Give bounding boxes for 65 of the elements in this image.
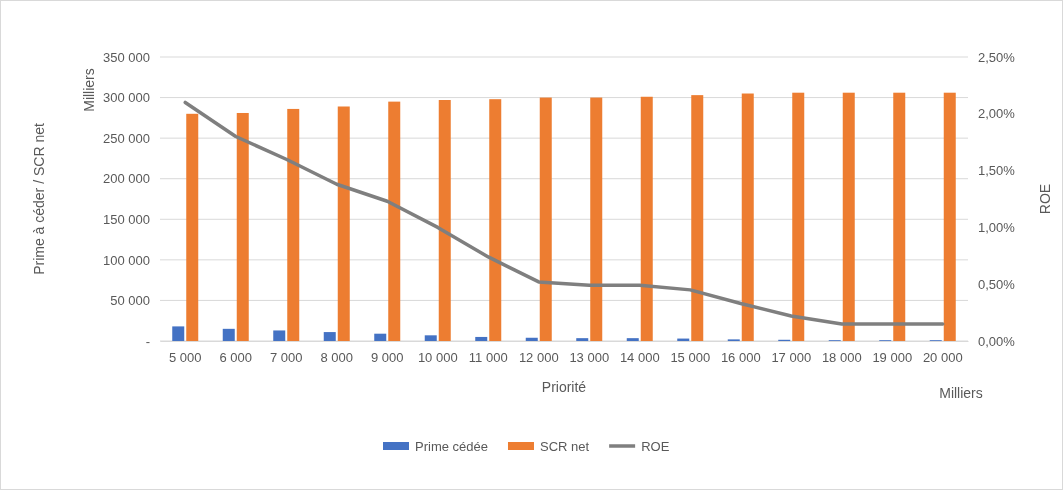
bar bbox=[539, 97, 552, 341]
bar bbox=[287, 108, 300, 341]
y-tick-label: 150 000 bbox=[103, 211, 150, 227]
x-tick-label: 7 000 bbox=[269, 350, 303, 366]
bar bbox=[374, 333, 387, 341]
y-tick-label: - bbox=[145, 333, 150, 349]
x-tick-label: 5 000 bbox=[168, 350, 202, 366]
bar bbox=[388, 101, 401, 341]
y-tick-label: 100 000 bbox=[103, 252, 150, 268]
x-tick-label: 15 000 bbox=[670, 350, 711, 366]
bar bbox=[236, 112, 249, 341]
y-tick-label: 350 000 bbox=[103, 49, 150, 65]
x-tick-label: 13 000 bbox=[569, 350, 610, 366]
text: Milliers bbox=[939, 385, 983, 401]
legend-label: SCR net bbox=[539, 439, 590, 454]
x-tick-label: 20 000 bbox=[922, 350, 963, 366]
bar bbox=[424, 335, 437, 341]
y-tick-label: 250 000 bbox=[103, 130, 150, 146]
bar bbox=[323, 332, 336, 341]
bar bbox=[186, 113, 199, 341]
bar bbox=[438, 100, 451, 341]
y-tick-label: 50 000 bbox=[110, 293, 150, 309]
legend-label: Prime cédée bbox=[415, 439, 488, 454]
x-axis-title: Priorité bbox=[541, 379, 587, 395]
x-tick-label: 8 000 bbox=[320, 350, 354, 366]
y2-tick-label: 2,50% bbox=[978, 49, 1016, 65]
bar bbox=[222, 328, 235, 341]
bar bbox=[475, 336, 488, 341]
y2-tick-label: 1,00% bbox=[978, 220, 1016, 236]
y2-tick-label: 0,50% bbox=[978, 276, 1016, 292]
bar bbox=[590, 97, 603, 341]
y2-tick-label: 0,00% bbox=[978, 333, 1016, 349]
x-tick-label: 14 000 bbox=[619, 350, 660, 366]
y2-tick-label: 1,50% bbox=[978, 163, 1016, 179]
bar bbox=[273, 330, 286, 341]
bar bbox=[626, 338, 639, 341]
y-axis-title: Prime à céder / SCR net bbox=[31, 123, 47, 275]
bar bbox=[792, 92, 805, 341]
x-tick-label: 17 000 bbox=[771, 350, 812, 366]
x-tick-label: 6 000 bbox=[219, 350, 253, 366]
x-tick-label: 10 000 bbox=[417, 350, 458, 366]
x-tick-label: 9 000 bbox=[370, 350, 404, 366]
y2-tick-label: 2,00% bbox=[978, 106, 1016, 122]
x-tick-label: 16 000 bbox=[720, 350, 761, 366]
bar bbox=[640, 96, 653, 341]
bar bbox=[337, 106, 350, 341]
x-tick-label: 11 000 bbox=[468, 350, 508, 366]
bar bbox=[691, 95, 704, 341]
text: Milliers bbox=[81, 68, 97, 112]
bar bbox=[741, 93, 754, 341]
bar bbox=[943, 92, 956, 341]
bar bbox=[525, 337, 538, 341]
y-tick-label: 300 000 bbox=[103, 90, 150, 106]
y2-axis-title: ROE bbox=[1037, 183, 1053, 215]
bar bbox=[489, 99, 502, 341]
bar bbox=[893, 92, 906, 341]
legend-label: ROE bbox=[641, 439, 670, 454]
x-tick-label: 19 000 bbox=[872, 350, 913, 366]
y-tick-label: 200 000 bbox=[103, 171, 150, 187]
x-tick-label: 18 000 bbox=[821, 350, 862, 366]
x-tick-label: 12 000 bbox=[518, 350, 559, 366]
bar bbox=[576, 338, 589, 341]
bar bbox=[842, 92, 855, 341]
bar bbox=[172, 326, 185, 341]
line-series bbox=[183, 100, 945, 326]
